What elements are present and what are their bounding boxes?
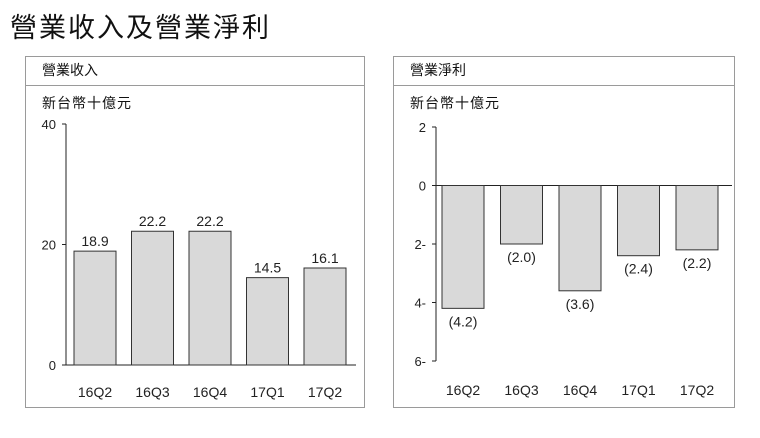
revenue-bar (131, 230, 174, 366)
net-income-chart-panel: 營業淨利 新台幣十億元 2 0 2- 4- 6- (4.2) 16Q2 (2.0) 16Q3 (3… (393, 56, 735, 408)
revenue-category-label: 17Q2 (308, 384, 342, 400)
net-income-unit-label: 新台幣十億元 (410, 96, 500, 112)
revenue-bar (246, 277, 289, 366)
revenue-chart-title: 營業收入 (26, 57, 364, 86)
net-income-data-label: (2.0) (507, 249, 536, 265)
net-income-data-label: (2.4) (624, 261, 653, 277)
revenue-category-label: 17Q1 (250, 384, 284, 400)
net-income-y-tick-label: 2 (419, 120, 426, 135)
page-title: 營業收入及營業淨利 (10, 13, 271, 44)
net-income-chart-title: 營業淨利 (394, 57, 734, 86)
net-income-category-label: 16Q4 (563, 382, 597, 398)
revenue-data-label: 22.2 (196, 213, 223, 229)
revenue-bar (303, 267, 347, 366)
revenue-category-label: 16Q3 (135, 384, 169, 400)
revenue-category-label: 16Q4 (193, 384, 227, 400)
net-income-bar (675, 185, 719, 251)
net-income-data-label: (4.2) (449, 313, 478, 329)
net-income-bar (500, 185, 543, 245)
revenue-data-label: 22.2 (139, 213, 166, 229)
revenue-data-label: 16.1 (311, 250, 338, 266)
revenue-data-label: 18.9 (81, 233, 108, 249)
revenue-data-label: 14.5 (254, 260, 281, 276)
net-income-category-label: 17Q1 (621, 382, 655, 398)
net-income-data-label: (3.6) (566, 296, 595, 312)
revenue-y-tick-label: 20 (42, 238, 56, 253)
revenue-y-tick-label: 0 (49, 358, 56, 373)
revenue-y-tick-label: 40 (42, 117, 56, 132)
net-income-bar (441, 185, 485, 309)
net-income-category-label: 16Q3 (504, 382, 538, 398)
net-income-category-label: 17Q2 (680, 382, 714, 398)
net-income-bar (617, 185, 660, 257)
net-income-bar (558, 185, 602, 292)
net-income-y-tick-label: 6- (414, 354, 426, 369)
net-income-y-tick-label: 4- (414, 296, 426, 311)
revenue-category-label: 16Q2 (78, 384, 112, 400)
revenue-chart: 0 20 40 18.9 16Q2 22.2 16Q3 22.2 16Q4 14.5 17Q1 16.… (42, 117, 356, 400)
revenue-unit-label: 新台幣十億元 (42, 96, 132, 112)
net-income-data-label: (2.2) (683, 255, 712, 271)
revenue-chart-panel: 營業收入 新台幣十億元 0 20 40 18.9 16Q2 22.2 16Q3 22.2 16Q… (25, 56, 365, 408)
net-income-y-tick-label: 2- (414, 237, 426, 252)
net-income-category-label: 16Q2 (446, 382, 480, 398)
net-income-y-tick-label: 0 (419, 179, 426, 194)
revenue-bar (73, 250, 117, 366)
revenue-bar (188, 230, 232, 366)
net-income-chart: 2 0 2- 4- 6- (4.2) 16Q2 (2.0) 16Q3 (3.6) 16Q4 (2.4)… (414, 120, 732, 398)
